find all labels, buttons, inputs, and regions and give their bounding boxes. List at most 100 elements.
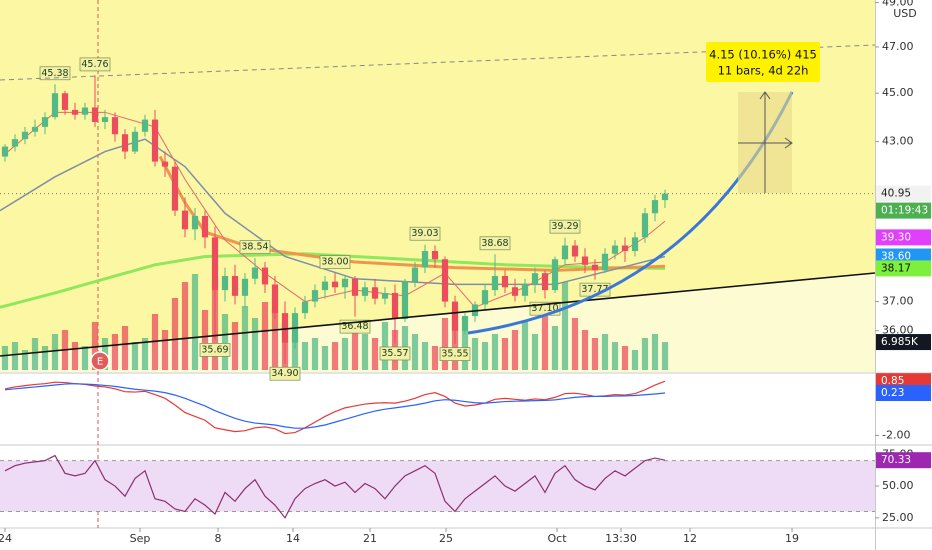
x-tick-label: 14 — [286, 532, 300, 545]
volume-bar — [31, 338, 39, 370]
pivot-label: 38.54 — [241, 242, 268, 253]
candle-body — [211, 237, 219, 291]
candle-body — [651, 200, 659, 214]
countdown-label: 01:19:43 — [881, 205, 928, 217]
indicator-line — [4, 454, 666, 519]
currency-label: USD — [893, 7, 917, 20]
pivot-label: 45.76 — [81, 59, 108, 70]
candle-body — [241, 278, 249, 296]
measure-arrowhead — [784, 137, 793, 149]
volume-bar — [311, 338, 319, 370]
indicator-line — [4, 380, 666, 435]
volume-bar — [91, 322, 99, 370]
candle-body — [391, 292, 399, 319]
candle-body — [351, 278, 359, 296]
indicator-line — [4, 383, 666, 429]
x-tick-label: Oct — [547, 532, 567, 545]
candle-body — [661, 193, 669, 201]
candle-body — [261, 267, 269, 285]
measure-arrowhead — [759, 91, 771, 100]
measure-text: 4.15 (10.16%) 415 — [709, 48, 817, 62]
candle-body — [51, 93, 59, 118]
x-tick-label: 24 — [0, 532, 12, 545]
candle-body — [511, 287, 519, 296]
volume-bar — [431, 346, 439, 370]
volume-bar — [351, 330, 359, 370]
price-tag — [876, 185, 931, 202]
x-tick-label: 21 — [363, 532, 377, 545]
volume-bar — [331, 342, 339, 370]
volume-bar — [271, 310, 279, 370]
volume-bar — [71, 342, 79, 370]
volume-bar — [551, 326, 559, 370]
y-tick-label: 50.00 — [882, 479, 914, 492]
volume-bar — [531, 334, 539, 370]
candle-body — [111, 117, 119, 135]
volume-bar — [571, 318, 579, 370]
volume-bar — [81, 346, 89, 370]
pivot-label: 36.48 — [341, 321, 368, 332]
volume-bar — [631, 350, 639, 370]
y-tick-label: 37.00 — [882, 295, 914, 308]
candle-body — [11, 139, 19, 147]
volume-bar — [111, 334, 119, 370]
pivot-label-box — [269, 366, 301, 381]
volume-bar — [501, 338, 509, 370]
volume-bar — [251, 318, 259, 370]
pivot-label-box — [319, 255, 351, 270]
candle-body — [101, 117, 109, 122]
pivot-label: 45.38 — [41, 68, 68, 79]
volume-bar — [581, 330, 589, 370]
candle-body — [301, 301, 309, 314]
volume-bar — [21, 350, 29, 370]
candle-body — [591, 264, 599, 271]
candle-body — [371, 287, 379, 299]
volume-bar — [591, 338, 599, 370]
volume-bar — [421, 342, 429, 370]
volume-bar — [161, 330, 169, 370]
measure-text: 11 bars, 4d 22h — [718, 64, 809, 78]
candle-body — [81, 107, 89, 115]
candle-body — [91, 107, 99, 122]
volume-bar — [181, 282, 189, 370]
volume-bar — [231, 322, 239, 370]
volume-bar — [261, 302, 269, 370]
candle-body — [461, 316, 469, 331]
candle-body — [421, 250, 429, 268]
countdown-tag — [876, 202, 931, 219]
price-tag — [876, 260, 931, 277]
volume-bar — [221, 314, 229, 370]
x-tick-label: 8 — [215, 532, 222, 545]
price-tag — [876, 229, 931, 246]
pivot-label: 39.03 — [411, 228, 438, 239]
pivot-label-box — [199, 343, 231, 357]
candle-body — [201, 215, 209, 238]
y-tick-label: 43.00 — [882, 135, 914, 148]
pivot-label: 37.77 — [581, 284, 608, 295]
volume-bar — [121, 326, 129, 370]
candle-body — [611, 245, 619, 254]
pivot-label: 35.55 — [441, 349, 468, 360]
volume-bar — [601, 334, 609, 370]
x-tick-label: Sep — [130, 532, 151, 545]
volume-bar — [201, 310, 209, 370]
drawings: 4.15 (10.16%) 415 11 bars, 4d 22h USD — [0, 7, 917, 357]
pivot-label-box — [39, 66, 71, 81]
volume-bar — [651, 334, 659, 370]
candle-body — [141, 119, 149, 132]
volume-bar — [361, 334, 369, 370]
earnings-label: E — [97, 357, 103, 368]
candle-body — [31, 126, 39, 132]
measure-tooltip — [706, 42, 820, 82]
candle-body — [221, 275, 229, 291]
earnings-marker — [90, 351, 110, 371]
candle-body — [431, 250, 439, 260]
candle-body — [181, 210, 189, 230]
volume-bar — [321, 346, 329, 370]
y-tick-label: -2.00 — [882, 428, 910, 441]
indicator-tag-label: 0.23 — [881, 387, 904, 399]
volume-bar — [381, 322, 389, 370]
pivot-label-box — [409, 226, 441, 241]
